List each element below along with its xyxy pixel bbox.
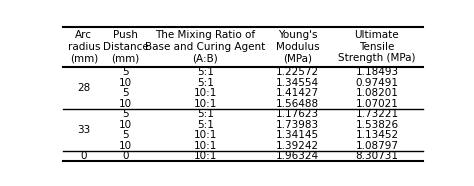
Text: 10: 10 [119, 120, 132, 130]
Text: 5:1: 5:1 [197, 109, 214, 119]
Text: 5: 5 [122, 130, 129, 140]
Text: 1.53826: 1.53826 [356, 120, 399, 130]
Text: 0: 0 [81, 151, 87, 161]
Text: 0: 0 [122, 151, 129, 161]
Text: 5:1: 5:1 [197, 120, 214, 130]
Text: 1.96324: 1.96324 [276, 151, 319, 161]
Text: The Mixing Ratio of
Base and Curing Agent
(A:B): The Mixing Ratio of Base and Curing Agen… [145, 30, 265, 63]
Text: 1.34145: 1.34145 [276, 130, 319, 140]
Text: 1.08201: 1.08201 [356, 88, 398, 98]
Text: 1.08797: 1.08797 [356, 141, 398, 150]
Text: 10: 10 [119, 141, 132, 150]
Text: 10:1: 10:1 [193, 141, 217, 150]
Text: 1.13452: 1.13452 [356, 130, 399, 140]
Text: 10: 10 [119, 99, 132, 109]
Text: 28: 28 [77, 83, 91, 93]
Text: 5: 5 [122, 88, 129, 98]
Text: 1.56488: 1.56488 [276, 99, 319, 109]
Text: 1.07021: 1.07021 [356, 99, 398, 109]
Text: Push
Distance
(mm): Push Distance (mm) [103, 30, 148, 63]
Text: 5: 5 [122, 67, 129, 77]
Text: 1.17623: 1.17623 [276, 109, 319, 119]
Text: 10:1: 10:1 [193, 151, 217, 161]
Text: 1.41427: 1.41427 [276, 88, 319, 98]
Text: 1.22572: 1.22572 [276, 67, 319, 77]
Text: 5: 5 [122, 109, 129, 119]
Text: 8.30731: 8.30731 [356, 151, 398, 161]
Text: 1.18493: 1.18493 [356, 67, 399, 77]
Text: Arc
radius
(mm): Arc radius (mm) [68, 30, 100, 63]
Text: 33: 33 [77, 125, 91, 135]
Text: 10:1: 10:1 [193, 99, 217, 109]
Text: 0.97491: 0.97491 [356, 78, 398, 88]
Text: 5:1: 5:1 [197, 67, 214, 77]
Text: 5:1: 5:1 [197, 78, 214, 88]
Text: Ultimate
Tensile
Strength (MPa): Ultimate Tensile Strength (MPa) [338, 30, 416, 63]
Text: 10:1: 10:1 [193, 130, 217, 140]
Text: 10: 10 [119, 78, 132, 88]
Text: 1.73221: 1.73221 [356, 109, 399, 119]
Text: 10:1: 10:1 [193, 88, 217, 98]
Text: 1.34554: 1.34554 [276, 78, 319, 88]
Text: Young's
Modulus
(MPa): Young's Modulus (MPa) [275, 30, 319, 63]
Text: 1.39242: 1.39242 [276, 141, 319, 150]
Text: 1.73983: 1.73983 [276, 120, 319, 130]
